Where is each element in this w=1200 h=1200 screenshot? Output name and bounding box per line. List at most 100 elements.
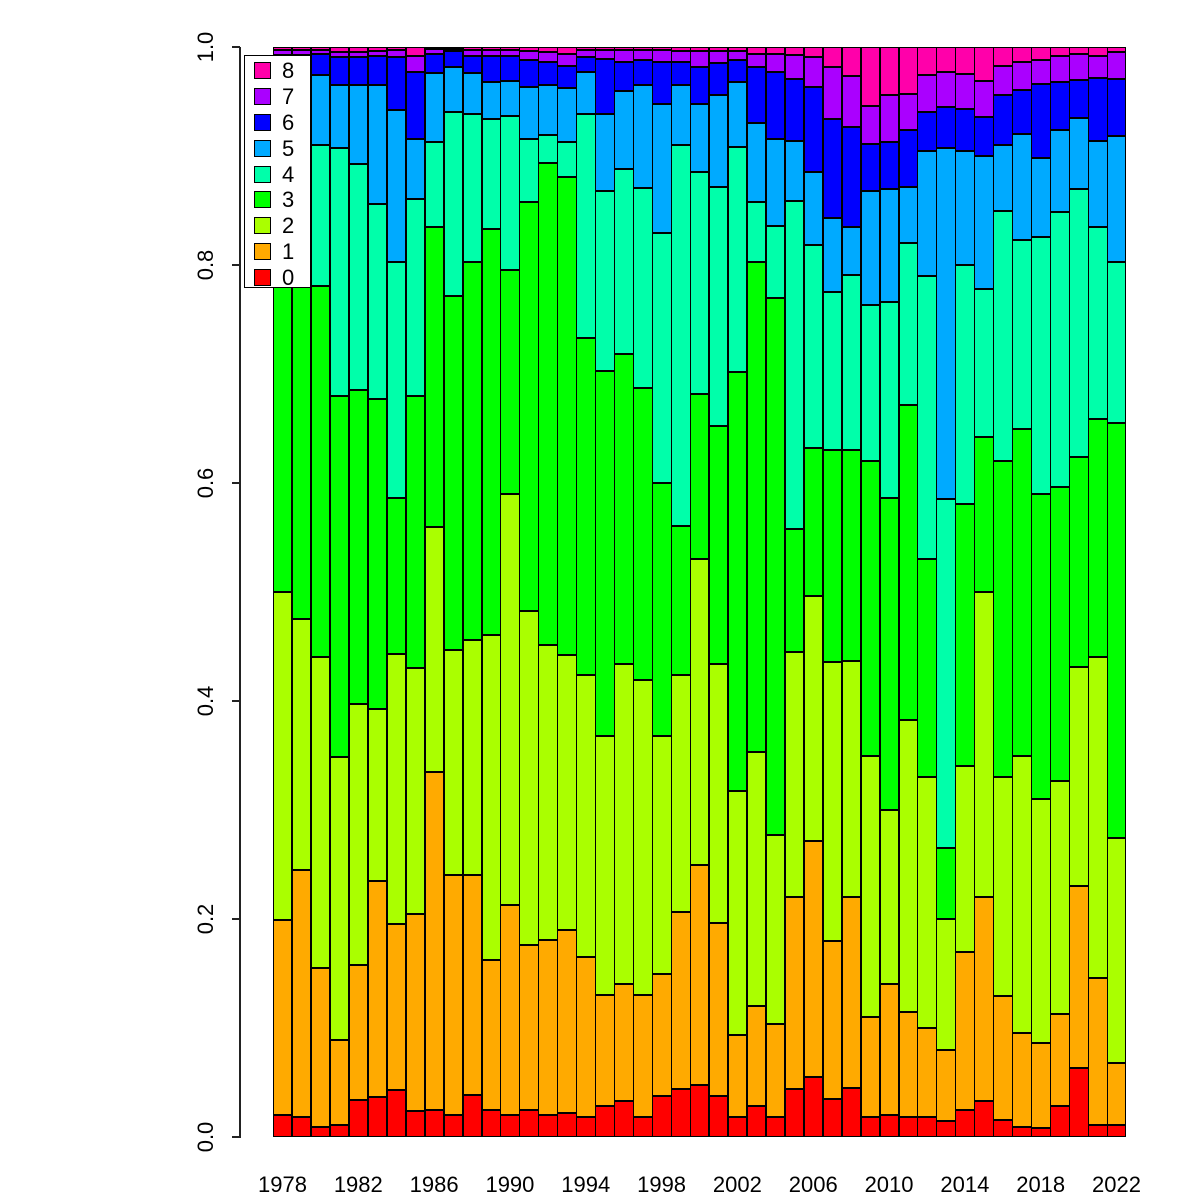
bar-1999-segment-7 bbox=[671, 51, 691, 63]
bar-2003-segment-1 bbox=[746, 1006, 767, 1107]
bar-2003-segment-3 bbox=[746, 261, 767, 753]
bar-1992-segment-3 bbox=[538, 162, 558, 646]
bar-1994-segment-1 bbox=[576, 957, 596, 1118]
bar-1996-segment-4 bbox=[614, 169, 634, 355]
bar-1987-segment-8 bbox=[443, 47, 464, 50]
bar-1983-segment-7 bbox=[367, 51, 388, 56]
y-tick-label: 0.8 bbox=[193, 249, 218, 281]
legend-label-2: 2 bbox=[282, 213, 295, 239]
bar-1991-segment-8 bbox=[519, 47, 539, 52]
bar-1987-segment-0 bbox=[443, 1115, 464, 1137]
bar-2011-segment-0 bbox=[898, 1117, 918, 1137]
bar-2008-segment-7 bbox=[841, 76, 862, 127]
y-tick-label: 0.2 bbox=[193, 903, 218, 935]
bar-2021-segment-0 bbox=[1088, 1125, 1108, 1137]
bar-2020-segment-7 bbox=[1069, 53, 1089, 80]
bar-2005-segment-4 bbox=[784, 200, 805, 529]
bar-1996-segment-1 bbox=[614, 984, 634, 1102]
bar-2008-segment-5 bbox=[841, 226, 862, 275]
bar-2001-segment-6 bbox=[708, 63, 729, 95]
bar-2007-segment-0 bbox=[822, 1098, 843, 1137]
bar-2014-segment-6 bbox=[955, 109, 975, 151]
bar-1979-segment-2 bbox=[291, 619, 312, 870]
bar-2003-segment-8 bbox=[746, 47, 767, 54]
bar-2019-segment-3 bbox=[1050, 487, 1070, 781]
bar-2000-segment-1 bbox=[690, 864, 710, 1085]
bar-1984-segment-8 bbox=[386, 47, 407, 51]
bar-2012-segment-5 bbox=[917, 150, 937, 276]
bar-1981-segment-2 bbox=[329, 756, 350, 1040]
bar-2022-segment-4 bbox=[1107, 261, 1127, 424]
bar-2005-segment-8 bbox=[784, 47, 805, 55]
bar-2010-segment-5 bbox=[879, 188, 900, 303]
bar-2022-segment-0 bbox=[1107, 1125, 1127, 1137]
bar-1987-segment-1 bbox=[443, 875, 464, 1116]
bar-2022-segment-6 bbox=[1107, 78, 1127, 137]
bar-1998-segment-7 bbox=[652, 50, 672, 63]
bar-2018-segment-5 bbox=[1031, 158, 1051, 237]
bar-2008-segment-8 bbox=[841, 47, 862, 77]
x-tick-label: 2010 bbox=[864, 1172, 914, 1197]
bar-1978-segment-3 bbox=[273, 275, 293, 592]
bar-2015-segment-4 bbox=[974, 289, 994, 438]
bar-2010-segment-2 bbox=[879, 810, 900, 985]
y-tick-label: 0.4 bbox=[193, 685, 218, 717]
bar-1994-segment-0 bbox=[576, 1117, 596, 1137]
bar-2012-segment-2 bbox=[917, 777, 937, 1028]
bar-1997-segment-2 bbox=[633, 680, 653, 996]
bar-2004-segment-1 bbox=[765, 1023, 786, 1118]
bar-1993-segment-5 bbox=[557, 88, 577, 142]
bar-2021-segment-2 bbox=[1088, 657, 1108, 978]
y-axis-line bbox=[239, 47, 241, 1138]
bar-2000-segment-7 bbox=[690, 51, 710, 67]
bar-1999-segment-5 bbox=[671, 85, 691, 146]
bar-2019 bbox=[1050, 47, 1070, 1137]
bar-2009-segment-8 bbox=[860, 47, 881, 106]
bar-1993-segment-6 bbox=[557, 65, 577, 89]
bar-1997-segment-7 bbox=[633, 50, 653, 61]
bar-1998-segment-6 bbox=[652, 62, 672, 104]
bar-1983-segment-8 bbox=[367, 47, 388, 52]
bar-1994-segment-2 bbox=[576, 674, 596, 958]
bar-2022-segment-8 bbox=[1107, 47, 1127, 53]
bar-1984-segment-7 bbox=[386, 50, 407, 57]
bar-2012-segment-1 bbox=[917, 1028, 937, 1118]
bar-1996-segment-7 bbox=[614, 50, 634, 63]
bar-2013 bbox=[936, 47, 956, 1137]
bar-2009-segment-1 bbox=[860, 1017, 881, 1118]
bar-2017-segment-2 bbox=[1012, 755, 1032, 1034]
bar-1987-segment-2 bbox=[443, 649, 464, 876]
bar-2011-segment-1 bbox=[898, 1011, 918, 1118]
bar-1984-segment-3 bbox=[386, 498, 407, 655]
bar-2018-segment-0 bbox=[1031, 1128, 1051, 1137]
bar-1989-segment-0 bbox=[481, 1109, 501, 1137]
bar-1980-segment-0 bbox=[310, 1127, 331, 1137]
legend-swatch-1 bbox=[254, 243, 271, 261]
bar-1993-segment-0 bbox=[557, 1113, 577, 1137]
bar-2018-segment-1 bbox=[1031, 1043, 1051, 1129]
bar-1988 bbox=[462, 47, 482, 1137]
bar-2003-segment-0 bbox=[746, 1106, 767, 1137]
bar-1979-segment-0 bbox=[291, 1117, 312, 1137]
bar-2001-segment-4 bbox=[708, 186, 729, 427]
bar-2006-segment-3 bbox=[803, 448, 824, 597]
bar-1978-segment-2 bbox=[273, 592, 293, 921]
bar-2021-segment-6 bbox=[1088, 77, 1108, 141]
bar-1997-segment-8 bbox=[633, 47, 653, 51]
bar-2018-segment-2 bbox=[1031, 799, 1051, 1044]
bar-2014-segment-2 bbox=[955, 766, 975, 952]
bar-1988-segment-1 bbox=[462, 875, 482, 1095]
bar-2004-segment-3 bbox=[765, 297, 786, 836]
bar-2008-segment-1 bbox=[841, 897, 862, 1088]
bar-1995-segment-2 bbox=[595, 735, 615, 996]
bar-2013-segment-3 bbox=[936, 848, 956, 919]
bar-2006-segment-2 bbox=[803, 596, 824, 841]
bar-1995-segment-4 bbox=[595, 190, 615, 371]
legend-swatch-4 bbox=[254, 165, 271, 183]
bar-1990 bbox=[500, 47, 520, 1137]
bar-1995-segment-0 bbox=[595, 1106, 615, 1137]
bar-2012-segment-4 bbox=[917, 275, 937, 560]
bar-2011 bbox=[898, 47, 918, 1137]
bar-2002-segment-6 bbox=[727, 60, 748, 82]
bar-2016-segment-5 bbox=[993, 145, 1013, 211]
